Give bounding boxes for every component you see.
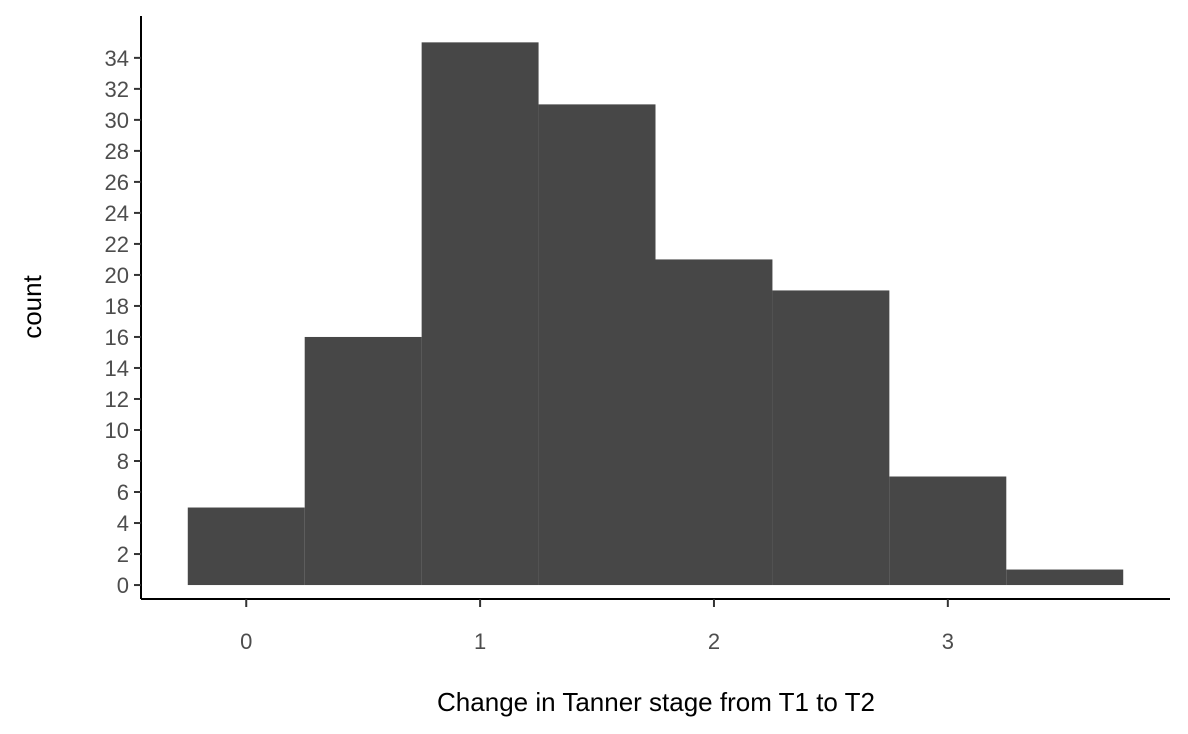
bars-group bbox=[187, 42, 1124, 586]
y-axis-title: count bbox=[17, 274, 47, 338]
x-axis-title: Change in Tanner stage from T1 to T2 bbox=[437, 687, 875, 717]
bar-6 bbox=[889, 476, 1007, 586]
y-tick-label-28: 28 bbox=[105, 139, 129, 164]
y-tick-label-6: 6 bbox=[117, 480, 129, 505]
y-tick-label-32: 32 bbox=[105, 77, 129, 102]
bar-0 bbox=[187, 507, 305, 586]
y-tick-label-22: 22 bbox=[105, 232, 129, 257]
bar-5 bbox=[772, 290, 890, 586]
x-tick-label-1: 1 bbox=[474, 629, 486, 654]
bar-4 bbox=[655, 259, 773, 586]
y-tick-label-24: 24 bbox=[105, 201, 129, 226]
y-tick-label-0: 0 bbox=[117, 573, 129, 598]
y-tick-label-34: 34 bbox=[105, 46, 129, 71]
y-tick-label-18: 18 bbox=[105, 294, 129, 319]
y-tick-label-10: 10 bbox=[105, 418, 129, 443]
y-tick-label-20: 20 bbox=[105, 263, 129, 288]
y-tick-label-30: 30 bbox=[105, 108, 129, 133]
y-tick-label-4: 4 bbox=[117, 511, 129, 536]
y-tick-label-26: 26 bbox=[105, 170, 129, 195]
bar-1 bbox=[304, 336, 422, 586]
bar-7 bbox=[1006, 569, 1124, 586]
y-tick-label-12: 12 bbox=[105, 387, 129, 412]
y-tick-label-2: 2 bbox=[117, 542, 129, 567]
x-tick-label-3: 3 bbox=[942, 629, 954, 654]
bar-2 bbox=[421, 42, 539, 586]
y-tick-label-16: 16 bbox=[105, 325, 129, 350]
x-ticks-group: 0 1 2 3 bbox=[240, 599, 954, 654]
y-tick-label-8: 8 bbox=[117, 449, 129, 474]
x-tick-label-0: 0 bbox=[240, 629, 252, 654]
bar-3 bbox=[538, 104, 656, 586]
y-tick-label-14: 14 bbox=[105, 356, 129, 381]
x-tick-label-2: 2 bbox=[708, 629, 720, 654]
